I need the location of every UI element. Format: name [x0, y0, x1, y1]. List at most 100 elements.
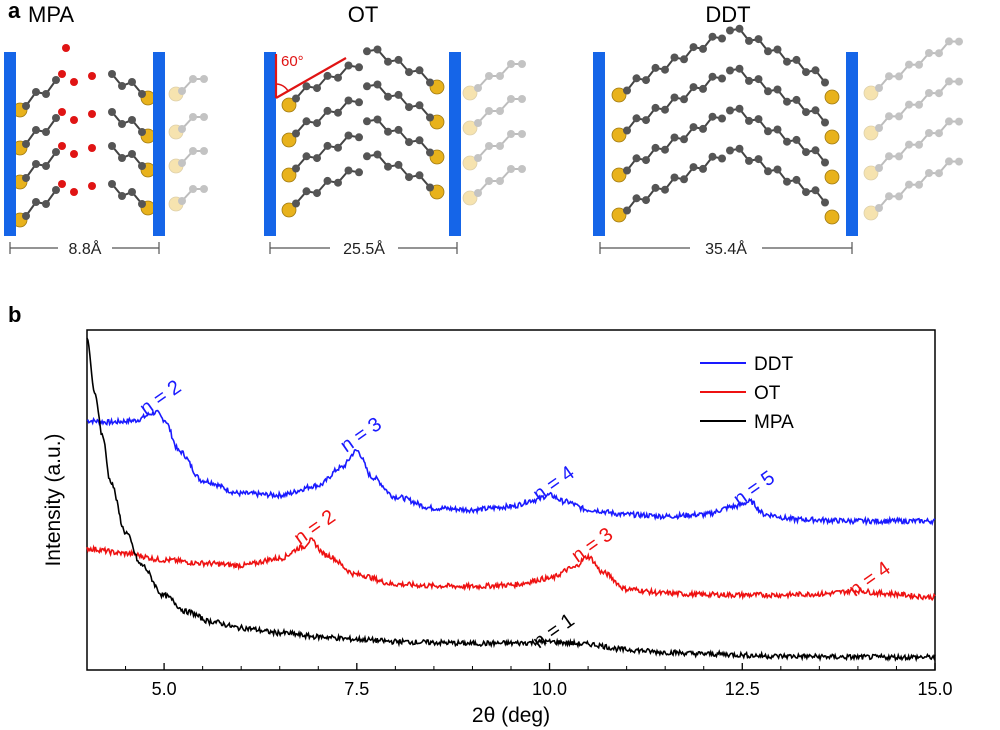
mpa-right-carbon: [138, 128, 146, 136]
mpa-ghost-bond: [181, 150, 204, 164]
ddt-left-carbon: [699, 44, 707, 53]
ddt-left-carbon: [670, 53, 679, 62]
ddt-right-carbon: [773, 165, 782, 174]
mpa-right-carbon: [108, 70, 116, 78]
ddt-left-carbon: [689, 163, 698, 172]
mpa-spacing-label: 8.8Å: [69, 239, 102, 258]
mpa-left-carbon: [42, 162, 50, 170]
ddt-right-carbon: [745, 76, 753, 85]
ot-right-carbon: [426, 148, 434, 157]
ot-right-electrode: [449, 52, 461, 236]
ddt-spacing-bar: [599, 242, 853, 254]
sulfur-atom: [611, 87, 627, 103]
ddt-ghost-bond: [878, 80, 960, 129]
mpa-left-bond: [25, 189, 57, 217]
ot-ghost-carbon: [496, 177, 504, 185]
sulfur-atom: [824, 169, 840, 185]
ot-left-carbon: [355, 133, 363, 142]
sulfur-atom: [824, 209, 840, 225]
ddt-right-carbon: [811, 106, 820, 115]
mpa-ghost-carbon: [189, 113, 197, 121]
mpa-right-carbon: [128, 188, 136, 196]
ddt-left-carbon: [670, 93, 679, 102]
ddt-left-carbon: [699, 164, 707, 173]
ddt-ghost-carbon: [945, 157, 953, 166]
ddt-ghost-carbon: [935, 49, 943, 58]
ot-right-carbon: [394, 55, 403, 64]
legend: DDT OT MPA: [700, 354, 794, 433]
mpa-right-carbon: [138, 200, 146, 208]
ot-right-carbon: [405, 173, 413, 182]
ddt-right-carbon: [754, 115, 763, 124]
ddt-title: DDT: [705, 2, 750, 27]
mpa-left-carbon: [52, 76, 60, 84]
ot-ghost-carbon: [474, 84, 482, 92]
mpa-ghost-carbon: [200, 185, 208, 193]
ddt-left-carbon: [651, 63, 660, 72]
ddt-ghost-carbon: [885, 152, 893, 161]
ddt-ghost-chains: [863, 37, 963, 221]
mpa-right-carbon: [108, 142, 116, 150]
ddt-right-carbon: [735, 24, 744, 33]
ddt-right-bond: [729, 147, 826, 204]
ddt-left-carbon: [708, 112, 717, 121]
ddt-right-carbon: [735, 104, 744, 113]
mpa-ghost-carbon: [178, 197, 186, 205]
mpa-left-carbon: [42, 128, 50, 136]
mpa-ghost-carbon: [200, 75, 208, 83]
ddt-ghost-carbon: [895, 192, 903, 201]
ddt-right-carbon: [811, 66, 820, 75]
ot-right-carbon: [384, 162, 392, 171]
mpa-structure: MPA 8.8Å: [4, 2, 208, 258]
sulfur-atom: [281, 202, 297, 218]
ddt-left-bond: [626, 155, 723, 212]
plot-frame: [86, 329, 936, 671]
ddt-left-carbon: [661, 105, 669, 114]
ddt-ghost-carbon: [955, 37, 963, 46]
series-ddt-line: [86, 409, 936, 527]
ghost-sulfur: [863, 165, 879, 181]
ddt-ghost-bond: [878, 40, 960, 89]
ghost-sulfur: [462, 155, 478, 171]
ddt-right-carbon: [735, 64, 744, 73]
ot-right-carbon: [373, 45, 382, 54]
ot-left-carbon: [292, 94, 300, 103]
ot-right-carbon: [394, 160, 403, 169]
ddt-ghost-carbon: [875, 204, 883, 212]
ot-ghost-carbon: [496, 72, 504, 80]
ddt-ghost-carbon: [925, 49, 933, 57]
ot-right-bond: [366, 48, 431, 84]
ddt-left-carbon: [689, 123, 698, 132]
ddt-right-carbon: [783, 177, 791, 186]
ot-spacing-label: 25.5Å: [343, 239, 385, 258]
ot-left-carbon: [344, 61, 353, 70]
ot-left-carbon: [334, 143, 342, 152]
ot-right-carbon: [373, 115, 382, 124]
mpa-ghost-carbon: [189, 147, 197, 155]
ot-left-carbon: [302, 152, 311, 161]
ot-right-carbon: [405, 138, 413, 147]
series-mpa-line: [86, 337, 936, 663]
peak-label-ddt: n = 4: [529, 462, 579, 506]
ddt-left-carbon: [680, 175, 688, 184]
ddt-ghost-carbon: [955, 117, 963, 126]
ddt-right-carbon: [773, 125, 782, 134]
ghost-sulfur: [168, 124, 184, 140]
ddt-left-carbon: [680, 95, 688, 104]
ddt-left-carbon: [642, 156, 650, 165]
mpa-right-carbon: [138, 162, 146, 170]
ddt-left-carbon: [699, 124, 707, 133]
ot-right-carbon: [384, 127, 392, 136]
ot-ghost-carbon: [496, 142, 504, 150]
ot-right-carbon: [363, 47, 371, 56]
ot-ghost-carbon: [507, 95, 515, 103]
ddt-right-carbon: [764, 47, 772, 56]
ddt-right-carbon: [811, 146, 820, 155]
mpa-left-carbon: [52, 186, 60, 194]
ot-left-carbon: [302, 82, 311, 91]
ot-left-carbon: [355, 98, 363, 107]
oxygen-atom: [88, 72, 96, 80]
ddt-ghost-carbon: [915, 180, 923, 189]
ddt-ghost-carbon: [905, 140, 913, 149]
